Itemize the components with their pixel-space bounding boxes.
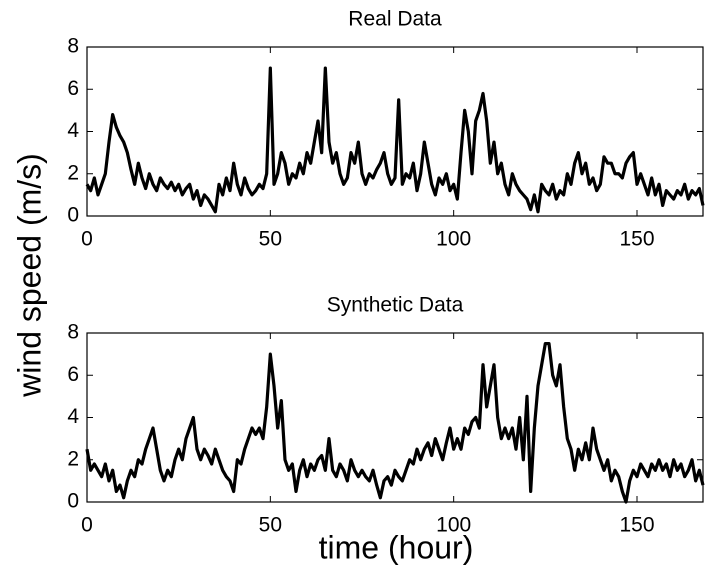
y-tick-label: 6 [67,363,79,386]
subplot-title: Synthetic Data [327,294,464,317]
x-tick-label: 100 [436,514,471,537]
x-tick-label: 100 [436,228,471,251]
y-tick-label: 4 [67,119,79,142]
y-axis-label: wind speed (m/s) [11,153,47,398]
y-tick-label: 8 [67,35,79,58]
x-tick-label: 150 [619,514,654,537]
x-tick-label: 50 [259,228,282,251]
x-tick-label: 0 [81,228,93,251]
y-tick-label: 2 [67,447,79,470]
y-tick-label: 0 [67,490,79,513]
data-line [85,341,705,504]
y-tick-label: 8 [67,321,79,344]
y-tick-label: 4 [67,405,79,428]
subplot-title: Real Data [348,8,442,31]
y-tick-label: 6 [67,77,79,100]
x-tick-label: 150 [619,228,654,251]
data-line [85,66,705,214]
x-tick-label: 0 [81,514,93,537]
x-axis-label: time (hour) [319,529,474,565]
y-tick-label: 0 [67,204,79,227]
x-tick-label: 50 [259,514,282,537]
y-tick-label: 2 [67,161,79,184]
